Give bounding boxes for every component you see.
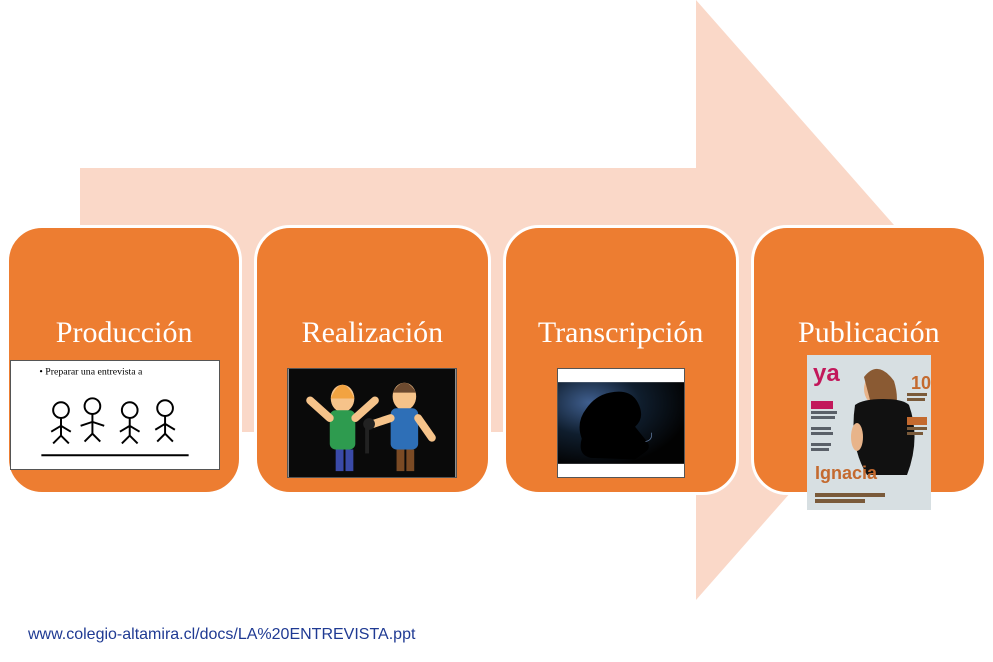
stage-card: Producción • Preparar una entrevista a: [6, 225, 242, 495]
svg-text:Ignacia: Ignacia: [815, 463, 878, 483]
stage-label: Producción: [56, 318, 193, 348]
svg-text:• Preparar una entrevista a: • Preparar una entrevista a: [40, 367, 144, 378]
source-link[interactable]: www.colegio-altamira.cl/docs/LA%20ENTREV…: [28, 626, 415, 644]
stage-label: Transcripción: [538, 318, 704, 348]
stage-card: Realización: [254, 225, 490, 495]
stage-image: • Preparar una entrevista a: [10, 360, 220, 470]
stage-image: [557, 368, 685, 478]
stage-label: Realización: [302, 318, 444, 348]
stage-label: Publicación: [798, 318, 940, 348]
stage-image: [287, 368, 457, 478]
stage-image: ya 10 Ignacia: [807, 355, 931, 510]
svg-text:ya: ya: [813, 360, 840, 387]
svg-text:10: 10: [911, 373, 931, 393]
stage-card: Transcripción: [503, 225, 739, 495]
